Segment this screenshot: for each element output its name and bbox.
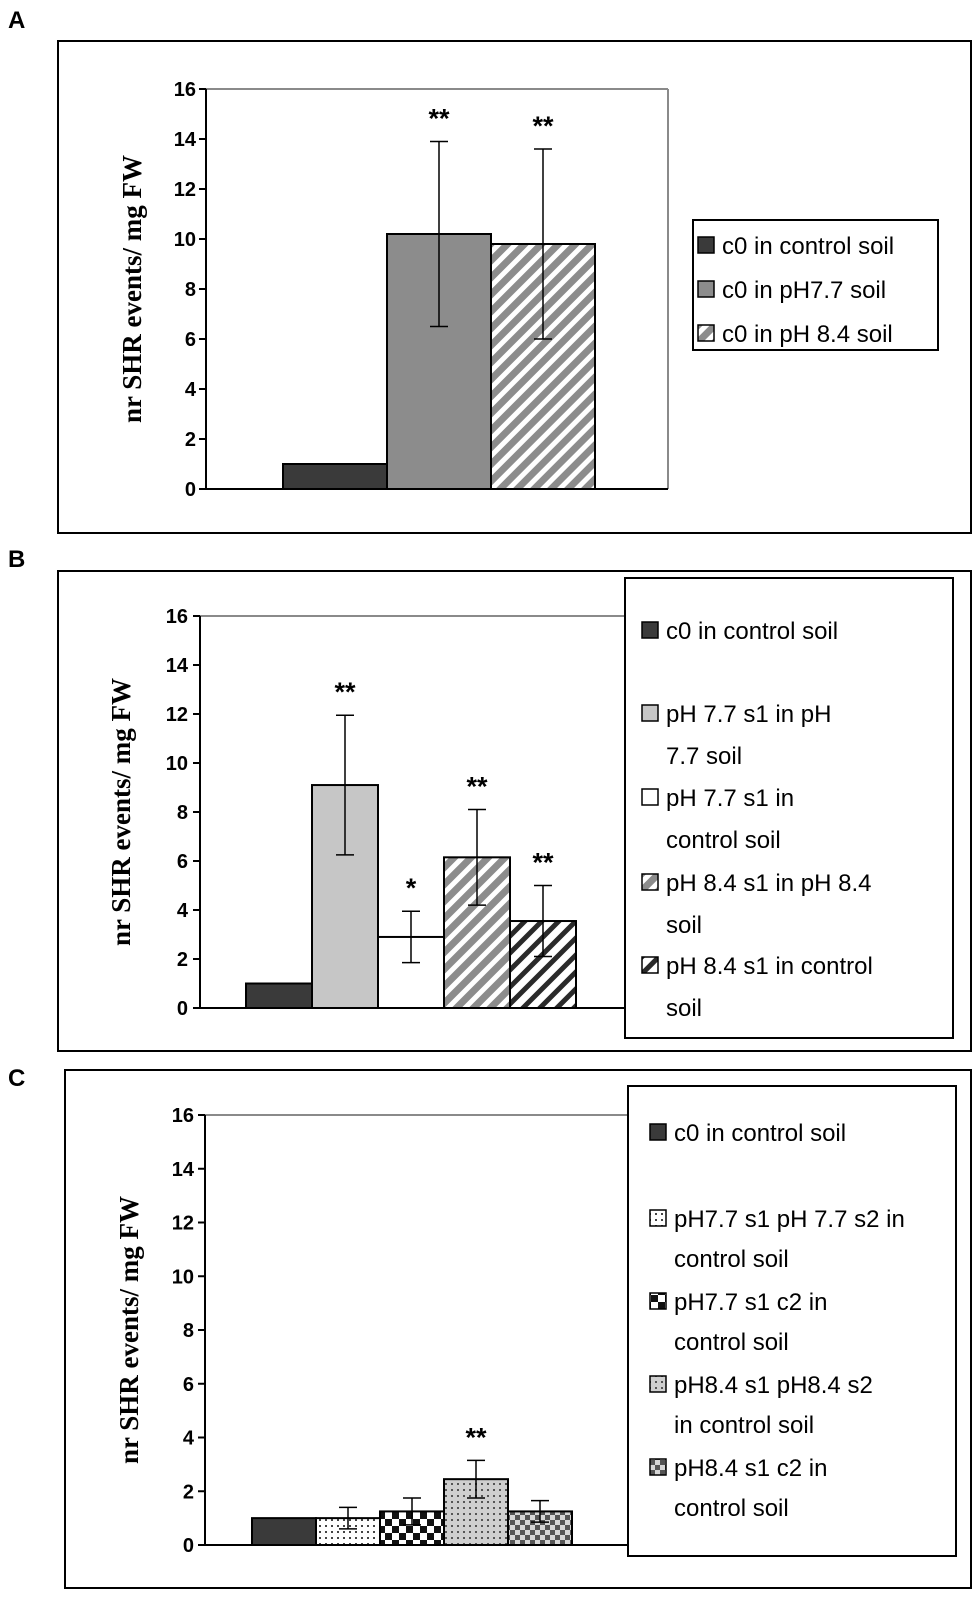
panel-b-legend-label-3: pH 7.7 s1 in (666, 785, 794, 812)
panel-b-y-tick-label: 0 (177, 998, 188, 1020)
panel-b-y-tick-label: 2 (177, 949, 188, 971)
panel-letter-a: A (8, 7, 25, 34)
panel-c-y-tick-label: 16 (172, 1105, 194, 1127)
panel-b-legend-swatch-3 (641, 788, 659, 806)
panel-a-legend-swatch-1 (697, 236, 715, 254)
panel-b-legend-swatch-1 (641, 621, 659, 639)
panel-c-legend-label-3: pH7.7 s1 c2 in (674, 1289, 827, 1316)
panel-c-legend-label-3: control soil (674, 1329, 789, 1356)
panel-a-y-tick-label: 10 (174, 229, 196, 251)
panel-b-y-tick-label: 16 (166, 606, 188, 628)
panel-b-bar-1 (245, 982, 313, 1009)
panel-c-legend (627, 1085, 957, 1557)
panel-c-legend-swatch-3 (649, 1292, 667, 1310)
panel-c-legend-label-4: in control soil (674, 1412, 814, 1439)
panel-a-legend-label-3: c0 in pH 8.4 soil (722, 321, 893, 348)
panel-b-legend-label-5: soil (666, 995, 702, 1022)
panel-a-y-tick-label: 14 (174, 129, 197, 151)
panel-b-legend-label-5: pH 8.4 s1 in control (666, 953, 873, 980)
panel-b-y-tick-label: 8 (177, 802, 188, 824)
panel-b-significance-3: * (406, 873, 417, 903)
panel-a-y-tick-label: 16 (174, 79, 196, 101)
panel-a-y-tick-label: 2 (185, 429, 196, 451)
panel-a-y-tick-label: 8 (185, 279, 196, 301)
panel-a-y-tick-label: 12 (174, 179, 196, 201)
panel-b-legend-label-1: c0 in control soil (666, 618, 838, 645)
panel-a-y-tick-label: 6 (185, 329, 196, 351)
panel-a-legend-label-1: c0 in control soil (722, 233, 894, 260)
panel-b-significance-2: ** (334, 677, 356, 707)
panel-c-legend-label-5: pH8.4 s1 c2 in (674, 1455, 827, 1482)
panel-a-legend-swatch-2 (697, 280, 715, 298)
panel-a-significance-2: ** (428, 104, 450, 134)
panel-c-y-tick-label: 12 (172, 1213, 194, 1235)
panel-c-y-tick-label: 14 (172, 1159, 195, 1181)
panel-c-y-tick-label: 6 (183, 1374, 194, 1396)
panel-b-legend-label-2: 7.7 soil (666, 743, 742, 770)
panel-c-y-axis-label: nr SHR events/ mg FW (114, 1196, 144, 1464)
panel-c-legend-label-4: pH8.4 s1 pH8.4 s2 (674, 1372, 873, 1399)
panel-c-y-tick-label: 2 (183, 1481, 194, 1503)
panel-a-significance-3: ** (532, 111, 554, 141)
panel-a-y-tick-label: 4 (185, 379, 197, 401)
panel-b-legend (624, 577, 954, 1039)
chart-panel-a: 0 2 4 6 8 10 12 14 16 nr SHR events/ mg FW ** ** c0 … (117, 79, 939, 501)
panel-c-legend-swatch-1 (649, 1123, 667, 1141)
panel-b-legend-swatch-2 (641, 704, 659, 722)
panel-b-frame (57, 570, 972, 1052)
panel-b-legend-swatch-4 (641, 873, 659, 891)
panel-c-legend-label-1: c0 in control soil (674, 1120, 846, 1147)
panel-b-legend-label-4: soil (666, 912, 702, 939)
panel-b-y-tick-label: 6 (177, 851, 188, 873)
panel-c-legend-swatch-4 (649, 1375, 667, 1393)
panel-a-y-axis-label: nr SHR events/ mg FW (117, 155, 147, 423)
panel-b-legend-label-2: pH 7.7 s1 in pH (666, 701, 831, 728)
panel-b-significance-5: ** (532, 848, 554, 878)
panel-a-legend (692, 219, 939, 351)
panel-a-y-tick-label: 0 (185, 479, 196, 501)
panel-b-legend-swatch-5 (641, 956, 659, 974)
panel-a-legend-swatch-3 (697, 324, 715, 342)
panel-c-bar-1 (251, 1517, 317, 1546)
panel-b-legend-label-4: pH 8.4 s1 in pH 8.4 (666, 870, 871, 897)
panel-c-y-tick-label: 4 (183, 1428, 195, 1450)
panel-c-frame (64, 1069, 972, 1589)
chart-panel-c: 0 2 4 6 8 10 12 14 16 nr SHR events/ mg FW ** c0 in… (114, 1085, 957, 1557)
panel-b-y-tick-label: 10 (166, 753, 188, 775)
panel-c-legend-label-2: control soil (674, 1246, 789, 1273)
panel-c-legend-swatch-2 (649, 1209, 667, 1227)
panel-c-y-tick-label: 10 (172, 1266, 194, 1288)
panel-b-y-tick-label: 4 (177, 900, 189, 922)
panel-b-significance-4: ** (466, 772, 488, 802)
panel-b-legend-label-3: control soil (666, 827, 781, 854)
panel-c-y-tick-label: 0 (183, 1535, 194, 1557)
panel-c-legend-label-2: pH7.7 s1 pH 7.7 s2 in (674, 1206, 905, 1233)
panel-letter-c: C (8, 1065, 25, 1092)
panel-c-significance-4: ** (465, 1422, 487, 1452)
panel-c-legend-swatch-5 (649, 1458, 667, 1476)
panel-c-legend-label-5: control soil (674, 1495, 789, 1522)
panel-b-y-tick-label: 14 (166, 655, 189, 677)
panel-a-bar-1 (282, 463, 388, 490)
panel-b-y-axis-label: nr SHR events/ mg FW (106, 678, 136, 946)
panel-c-y-tick-label: 8 (183, 1320, 194, 1342)
panel-a-legend-label-2: c0 in pH7.7 soil (722, 277, 886, 304)
panel-a-frame (57, 40, 972, 534)
panel-letter-b: B (8, 546, 25, 573)
panel-b-y-tick-label: 12 (166, 704, 188, 726)
